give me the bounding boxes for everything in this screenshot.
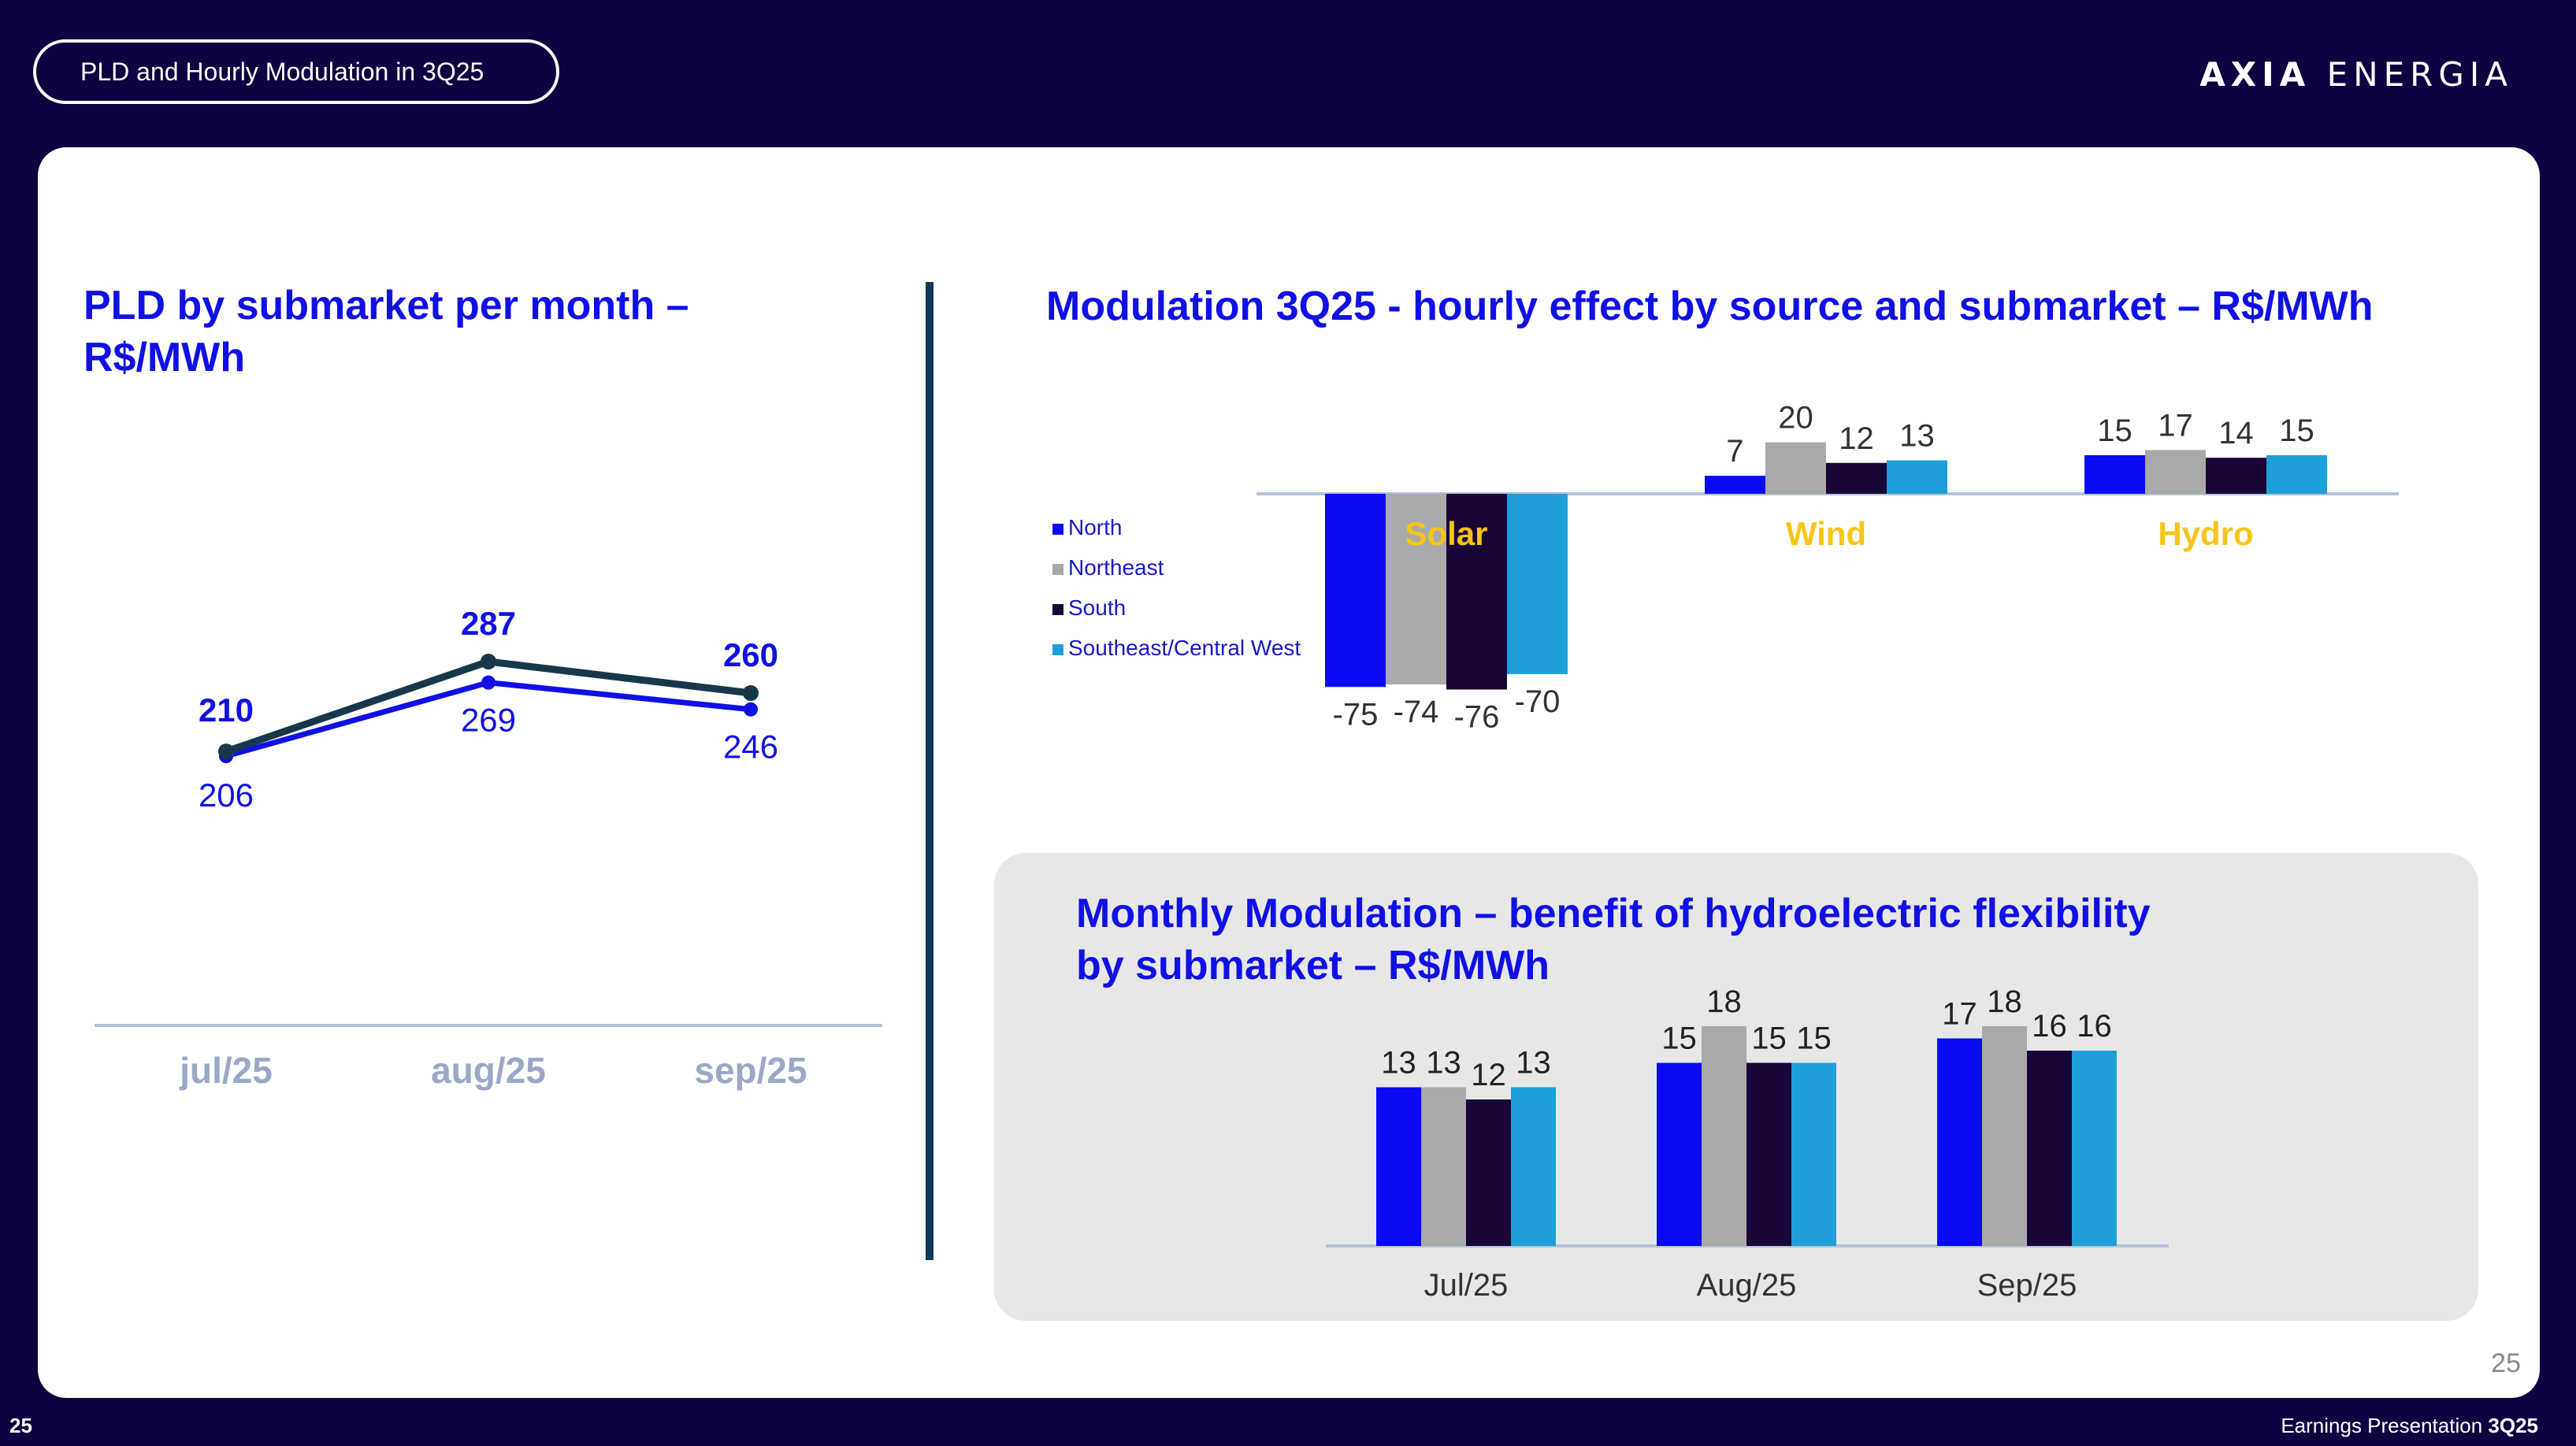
legend-item-northeast: Northeast	[1052, 552, 1301, 592]
modulation-value-label: 17	[2158, 408, 2193, 443]
modulation-value-label: 14	[2218, 416, 2254, 450]
footer-presentation-period: 3Q25	[2488, 1414, 2538, 1437]
chart-legend: North Northeast South Southeast/Central …	[1052, 512, 1301, 673]
pld-label-upper: 210	[199, 691, 254, 729]
modulation-value-label: -70	[1515, 684, 1561, 719]
modulation-value-label: 15	[2097, 413, 2132, 448]
pld-label-lower: 269	[461, 702, 516, 739]
modulation-category-label: Solar	[1405, 515, 1487, 552]
modulation-bar	[1826, 462, 1887, 494]
modulation-bar	[1386, 494, 1446, 684]
modulation-value-label: 13	[1899, 418, 1935, 453]
modulation-bar	[2206, 458, 2266, 494]
monthly-bar	[1746, 1062, 1791, 1246]
monthly-bar	[1937, 1038, 1982, 1246]
pld-x-tick-label: sep/25	[694, 1050, 807, 1091]
monthly-bar	[1376, 1087, 1421, 1246]
brand-logo: AXIA ENERGIA	[2199, 55, 2513, 94]
monthly-bar	[1657, 1062, 1702, 1246]
modulation-bar	[1507, 494, 1568, 674]
modulation-bar	[1446, 494, 1507, 690]
monthly-bar	[1421, 1087, 1466, 1246]
modulation-bar	[2084, 454, 2145, 494]
footer-presentation: Earnings Presentation 3Q25	[2281, 1414, 2538, 1438]
monthly-bar	[1702, 1026, 1746, 1246]
monthly-value-label: 18	[1706, 984, 1742, 1019]
pld-title-line2: R$/MWh	[84, 335, 246, 380]
pld-point-lower	[481, 675, 496, 690]
monthly-value-label: 12	[1471, 1058, 1506, 1092]
brand-bold: AXIA	[2199, 55, 2311, 94]
modulation-value-label: 12	[1839, 421, 1874, 456]
footer-page-number: 25	[9, 1414, 32, 1437]
monthly-x-tick-label: Aug/25	[1697, 1268, 1797, 1303]
monthly-bar	[1466, 1099, 1511, 1246]
monthly-value-label: 13	[1381, 1046, 1416, 1081]
modulation-bar	[1705, 476, 1765, 494]
modulation-value-label: 15	[2279, 413, 2314, 448]
modulation-value-label: 7	[1726, 434, 1743, 469]
monthly-bar	[1791, 1062, 1836, 1246]
legend-label: Northeast	[1068, 555, 1164, 580]
legend-swatch	[1052, 603, 1063, 615]
modulation-value-label: -76	[1454, 700, 1500, 735]
modulation-value-label: -75	[1333, 697, 1379, 732]
modulation-bar	[1765, 442, 1826, 494]
legend-item-southeast: Southeast/Central West	[1052, 632, 1301, 673]
card-page-number: 25	[2491, 1348, 2521, 1378]
pld-title-line1: PLD by submarket per month –	[84, 283, 689, 328]
pld-x-tick-label: aug/25	[431, 1050, 546, 1091]
monthly-value-label: 13	[1426, 1046, 1461, 1081]
monthly-bar	[2027, 1051, 2072, 1246]
pld-label-upper: 260	[723, 636, 778, 673]
pld-point-upper	[481, 654, 496, 669]
modulation-value-label: -74	[1394, 695, 1439, 729]
monthly-value-label: 15	[1796, 1021, 1832, 1056]
monthly-modulation-title: Monthly Modulation – benefit of hydroele…	[1076, 888, 2151, 992]
legend-label: South	[1068, 595, 1127, 620]
modulation-bar	[2266, 454, 2327, 494]
footer-presentation-label: Earnings Presentation	[2281, 1414, 2483, 1437]
modulation-category-label: Wind	[1786, 515, 1866, 552]
section-pill: PLD and Hourly Modulation in 3Q25	[33, 39, 559, 104]
legend-item-north: North	[1052, 512, 1301, 552]
monthly-bar	[1982, 1026, 2027, 1246]
legend-label: North	[1068, 515, 1123, 539]
monthly-value-label: 13	[1516, 1046, 1551, 1081]
monthly-bar	[1511, 1087, 1556, 1246]
monthly-bar	[2072, 1051, 2117, 1246]
modulation-value-label: 20	[1778, 401, 1813, 436]
monthly-title-line2: by submarket – R$/MWh	[1076, 943, 1550, 988]
brand-rest: ENERGIA	[2326, 55, 2513, 94]
monthly-value-label: 18	[1987, 984, 2022, 1019]
pld-label-upper: 287	[461, 605, 516, 642]
modulation-bar	[1325, 494, 1386, 688]
modulation-chart-title: Modulation 3Q25 - hourly effect by sourc…	[1046, 284, 2374, 329]
pld-chart-title: PLD by submarket per month – R$/MWh	[84, 280, 689, 384]
monthly-value-label: 15	[1661, 1021, 1697, 1056]
monthly-title-line1: Monthly Modulation – benefit of hydroele…	[1076, 891, 2151, 936]
pld-point-upper	[218, 743, 234, 760]
modulation-bar	[2145, 450, 2206, 494]
pld-x-tick-label: jul/25	[179, 1050, 273, 1091]
modulation-category-label: Hydro	[2158, 515, 2253, 552]
monthly-value-label: 16	[2077, 1009, 2112, 1044]
pld-label-lower: 246	[723, 729, 778, 766]
modulation-bar	[1887, 460, 1947, 494]
panel-divider	[926, 282, 934, 1260]
legend-swatch	[1052, 523, 1063, 535]
monthly-value-label: 17	[1942, 997, 1977, 1032]
pld-point-lower	[744, 702, 758, 717]
monthly-value-label: 16	[2032, 1009, 2067, 1044]
pld-label-lower: 206	[199, 777, 254, 814]
legend-item-south: South	[1052, 592, 1301, 632]
legend-swatch	[1052, 643, 1063, 655]
legend-label: Southeast/Central West	[1068, 636, 1301, 660]
legend-swatch	[1052, 563, 1063, 575]
monthly-value-label: 15	[1751, 1021, 1787, 1056]
monthly-x-tick-label: Sep/25	[1977, 1268, 2077, 1303]
monthly-x-tick-label: Jul/25	[1424, 1268, 1509, 1303]
pld-point-upper	[743, 685, 759, 701]
